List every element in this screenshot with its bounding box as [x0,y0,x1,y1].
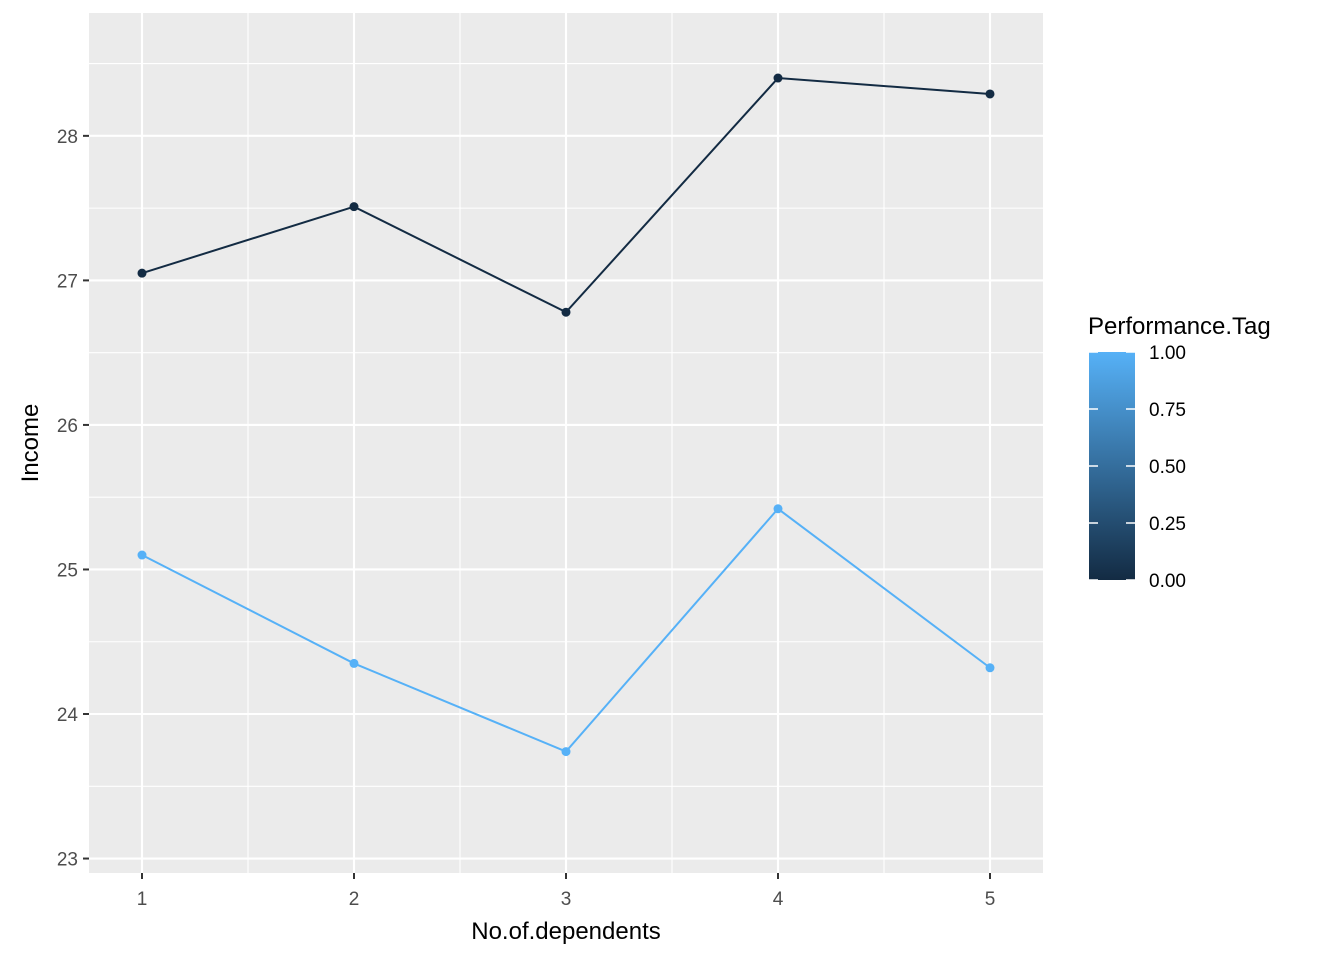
x-tick-label: 3 [561,889,572,910]
legend-label: 0.25 [1149,514,1186,535]
data-point-tag-0 [561,307,571,317]
data-point-tag-1 [985,663,995,673]
legend-ticks: 1.00 0.75 0.50 0.25 0.00 [1089,343,1186,592]
y-tick-label: 27 [57,271,78,292]
legend: Performance.Tag 1.00 0.75 0.50 0.25 0.00 [1088,313,1271,592]
data-point-tag-1 [349,658,359,668]
y-axis-title: Income [17,404,44,483]
y-tick-label: 28 [57,127,78,148]
legend-label: 0.75 [1149,400,1186,421]
x-tick-label: 2 [349,889,360,910]
x-tick-label: 4 [773,889,784,910]
axis-ticks [83,134,991,879]
y-tick-label: 25 [57,560,78,581]
y-tick-label: 26 [57,416,78,437]
legend-label: 0.00 [1149,571,1186,592]
legend-label: 0.50 [1149,457,1186,478]
data-point-tag-0 [773,73,783,83]
legend-title: Performance.Tag [1088,313,1271,340]
data-point-tag-0 [349,202,359,212]
legend-label: 1.00 [1149,343,1186,364]
x-tick-label: 1 [137,889,148,910]
y-tick-label: 24 [57,705,79,726]
x-axis-title: No.of.dependents [471,918,660,945]
data-point-tag-1 [773,504,783,514]
data-point-tag-1 [561,747,571,757]
data-point-tag-0 [985,89,995,99]
y-tick-label: 23 [57,850,78,871]
x-tick-label: 5 [985,889,996,910]
major-gridlines [89,13,1043,873]
data-point-tag-1 [137,550,147,560]
data-point-tag-0 [137,268,147,278]
series-layer [137,73,995,757]
